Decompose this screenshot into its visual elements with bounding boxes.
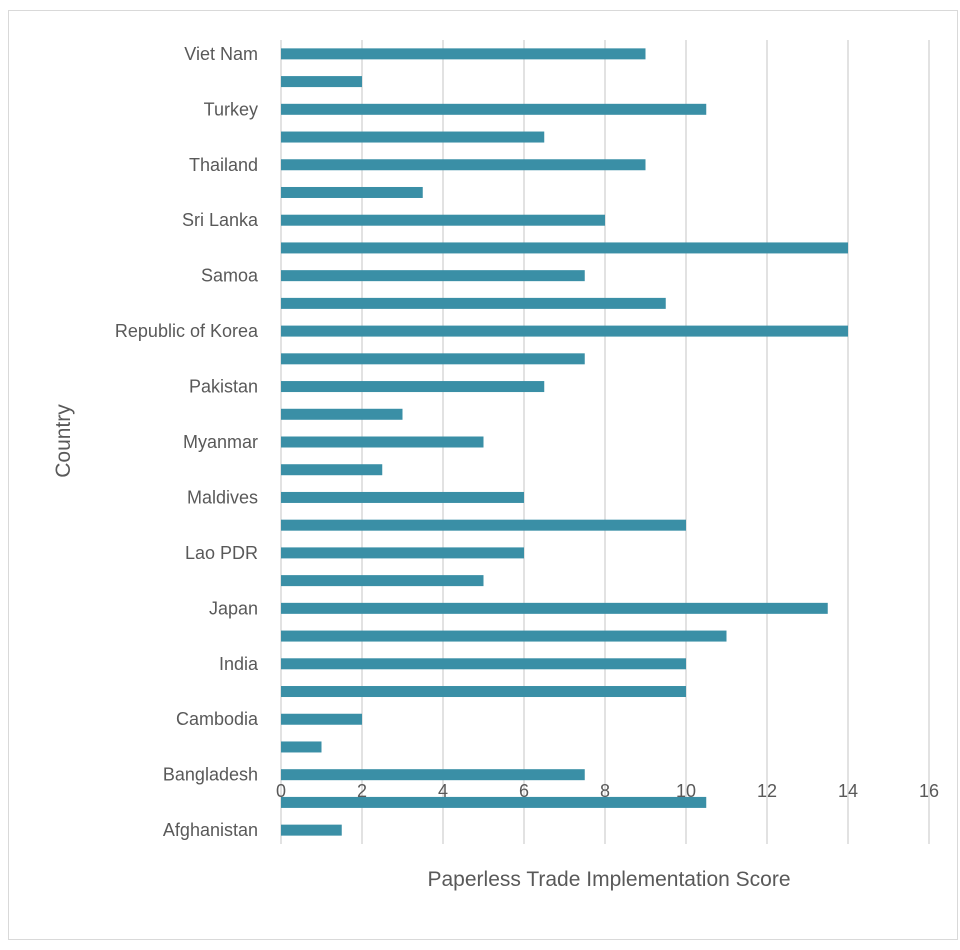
bar bbox=[281, 436, 484, 448]
bar bbox=[281, 686, 686, 698]
bar bbox=[281, 131, 545, 143]
y-tick-label: Republic of Korea bbox=[115, 321, 259, 341]
x-axis-title: Paperless Trade Implementation Score bbox=[427, 868, 790, 891]
y-tick-label: Maldives bbox=[187, 487, 258, 507]
x-tick-label: 12 bbox=[757, 781, 777, 801]
bar bbox=[281, 186, 423, 198]
bar bbox=[281, 519, 686, 531]
bar bbox=[281, 103, 707, 115]
y-tick-labels: Viet Nam Turkey Thailand Sri Lanka Samoa Repu… bbox=[115, 44, 259, 840]
x-tick-label: 16 bbox=[919, 781, 939, 801]
y-tick-label: Japan bbox=[209, 598, 258, 618]
bar bbox=[281, 297, 666, 309]
bar bbox=[281, 769, 585, 781]
y-tick-label: Thailand bbox=[189, 155, 258, 175]
bar bbox=[281, 602, 828, 614]
y-tick-label: Lao PDR bbox=[185, 543, 258, 563]
bar bbox=[281, 464, 383, 476]
x-tick-label: 10 bbox=[676, 781, 696, 801]
bar bbox=[281, 242, 848, 254]
bars bbox=[281, 48, 848, 836]
y-tick-label: Afghanistan bbox=[163, 820, 258, 840]
y-axis-title: Country bbox=[52, 404, 75, 478]
bar bbox=[281, 408, 403, 420]
y-tick-label: Turkey bbox=[204, 99, 258, 119]
y-tick-label: Pakistan bbox=[189, 377, 258, 397]
x-tick-label: 0 bbox=[276, 781, 286, 801]
bar bbox=[281, 741, 322, 753]
bar bbox=[281, 630, 727, 642]
y-tick-label: Sri Lanka bbox=[182, 210, 259, 230]
x-tick-label: 14 bbox=[838, 781, 858, 801]
y-tick-label: India bbox=[219, 654, 259, 674]
x-tick-label: 8 bbox=[600, 781, 610, 801]
gridlines bbox=[280, 40, 930, 844]
x-tick-label: 4 bbox=[438, 781, 448, 801]
y-tick-label: Myanmar bbox=[183, 432, 258, 452]
x-tick-labels: 0 2 4 6 8 10 12 14 16 bbox=[276, 781, 939, 801]
bar bbox=[281, 575, 484, 587]
bar bbox=[281, 491, 524, 503]
bar bbox=[281, 353, 585, 365]
x-tick-label: 6 bbox=[519, 781, 529, 801]
bar bbox=[281, 713, 362, 725]
bar bbox=[281, 159, 646, 171]
bar bbox=[281, 76, 362, 88]
bar bbox=[281, 48, 646, 60]
bar bbox=[281, 325, 848, 337]
y-tick-label: Bangladesh bbox=[163, 765, 258, 785]
bar bbox=[281, 270, 585, 282]
bar bbox=[281, 796, 707, 808]
y-tick-label: Samoa bbox=[201, 266, 259, 286]
bar bbox=[281, 547, 524, 559]
bar bbox=[281, 658, 686, 670]
bar bbox=[281, 381, 545, 393]
y-tick-label: Cambodia bbox=[176, 709, 259, 729]
y-tick-label: Viet Nam bbox=[184, 44, 258, 64]
bar bbox=[281, 214, 605, 226]
x-tick-label: 2 bbox=[357, 781, 367, 801]
bar bbox=[281, 824, 342, 836]
